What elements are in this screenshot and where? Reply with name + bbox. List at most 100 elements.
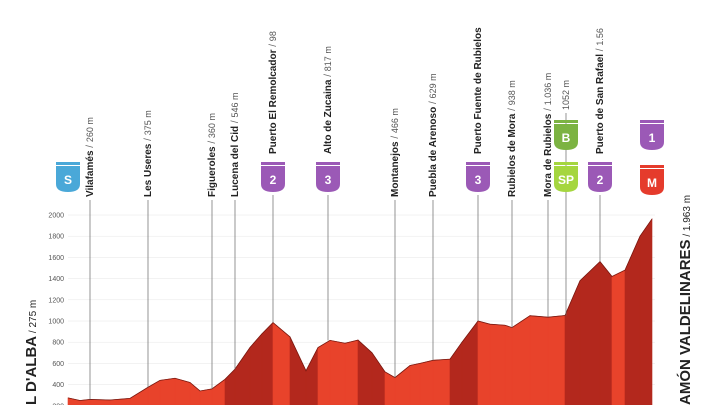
waypoint-name: Figueroles <box>207 146 218 197</box>
badge-top <box>316 162 340 165</box>
profile-segment <box>289 336 307 405</box>
waypoint-altitude: 466 m <box>390 108 400 133</box>
profile-segment <box>305 347 319 405</box>
waypoint-label: Lucena del Cid / 546 m <box>230 93 241 197</box>
badge-top <box>640 120 664 123</box>
profile-segment <box>249 332 263 405</box>
separator: / <box>207 138 218 146</box>
profile-segment <box>329 340 346 405</box>
badge-label: 3 <box>475 173 482 187</box>
waypoint-label: Puerto de San Rafael / 1.56 <box>595 28 606 154</box>
profile-segment <box>624 236 641 405</box>
waypoint-altitude: 98 <box>268 31 278 41</box>
waypoint-label: Rubielos de Mora / 938 m <box>507 80 518 197</box>
separator: / <box>230 118 241 126</box>
waypoint-altitude: 817 m <box>323 46 333 71</box>
profile-segment <box>579 260 601 405</box>
y-tick-label: 1000 <box>48 319 64 326</box>
waypoint-name: Rubielos de Mora <box>507 113 518 197</box>
profile-segment <box>611 269 626 405</box>
waypoint-name: Mora de Rubielos <box>543 113 554 197</box>
badge-top <box>466 162 490 165</box>
separator: / <box>28 328 39 336</box>
start-name: L D'ALBA <box>23 336 40 405</box>
waypoint-label: Puerto El Remolcador / 98 <box>268 31 279 154</box>
badge <box>316 166 340 192</box>
waypoint-altitude: 260 m <box>85 117 95 142</box>
waypoint-name: Puebla de Arenoso <box>428 107 439 197</box>
waypoint-altitude: 360 m <box>207 113 217 138</box>
waypoint-altitude: 938 m <box>507 80 517 105</box>
profile-segment <box>211 378 226 405</box>
profile-segment <box>529 315 549 405</box>
profile-segment <box>504 324 513 405</box>
badge-label: B <box>562 131 571 145</box>
y-tick-label: 1200 <box>48 297 64 304</box>
separator: / <box>323 71 334 79</box>
waypoint-altitude: 629 m <box>428 73 438 98</box>
profile-segment <box>409 363 421 405</box>
badge-label: 3 <box>325 173 332 187</box>
badge-top <box>554 120 578 123</box>
waypoint-label: Figueroles / 360 m <box>207 113 218 197</box>
waypoint-name: Puerto El Remolcador <box>268 49 279 154</box>
waypoint-altitude: 1.036 m <box>543 73 553 106</box>
waypoint-name: Puerto de San Rafael <box>595 54 606 154</box>
profile-segment <box>477 320 491 405</box>
separator: / <box>682 231 693 239</box>
badge-top <box>640 165 664 168</box>
profile-segment <box>159 377 176 405</box>
waypoint-label: Les Useres / 375 m <box>143 110 154 197</box>
badge <box>554 124 578 150</box>
badge-label: SP <box>558 173 574 187</box>
badge-label: 2 <box>597 173 604 187</box>
waypoint-label: Mora de Rubielos / 1.036 m <box>543 73 554 197</box>
waypoint-name: Les Useres <box>143 143 154 197</box>
waypoint-label: Puerto Fuente de Rubielos <box>473 27 484 154</box>
profile-segment <box>419 359 434 405</box>
profile-segment <box>547 315 566 405</box>
badge <box>554 166 578 192</box>
finish-name: AMÓN VALDELINARES <box>676 239 694 405</box>
waypoint-name: Puerto Fuente de Rubielos <box>473 27 484 154</box>
waypoint-label: Montanejos / 466 m <box>390 108 401 197</box>
start-label: L D'ALBA / 275 m <box>23 300 40 405</box>
badge-top <box>554 162 578 165</box>
separator: / <box>85 142 96 150</box>
badge <box>640 169 664 195</box>
y-tick-label: 1800 <box>48 234 64 241</box>
badge-label: S <box>64 173 72 187</box>
separator: / <box>543 105 554 113</box>
waypoint-name: Montanejos <box>390 141 401 197</box>
profile-segment <box>199 388 213 405</box>
y-tick-label: 1400 <box>48 276 64 283</box>
waypoint-label: 1052 m <box>561 80 571 110</box>
y-tick-label: 200 <box>52 403 64 405</box>
finish-altitude: 1.963 m <box>682 195 693 231</box>
profile-segment <box>599 260 613 405</box>
profile-segment <box>489 323 506 405</box>
badge-top <box>56 162 80 165</box>
waypoint-label: Alto de Zucaina / 817 m <box>323 46 334 154</box>
y-tick-label: 800 <box>52 340 64 347</box>
badge <box>56 166 80 192</box>
profile-segment <box>357 339 373 405</box>
badge-label: 2 <box>270 173 277 187</box>
profile-segment <box>449 341 463 405</box>
waypoint-label: Vilafamés / 260 m <box>85 117 96 197</box>
badge-label: 1 <box>649 131 656 145</box>
waypoint-label: Puebla de Arenoso / 629 m <box>428 73 439 197</box>
profile-segment <box>371 351 386 405</box>
y-tick-label: 1600 <box>48 255 64 262</box>
waypoint-name: Alto de Zucaina <box>323 79 334 154</box>
profile-segment <box>461 320 479 405</box>
finish-label: AMÓN VALDELINARES / 1.963 m <box>676 195 694 405</box>
start-altitude: 275 m <box>28 300 39 328</box>
badge <box>588 166 612 192</box>
badge <box>466 166 490 192</box>
profile-segment <box>189 381 201 405</box>
profile-segment <box>432 358 451 405</box>
waypoint-altitude: 546 m <box>230 93 240 118</box>
profile-segment <box>261 321 274 405</box>
